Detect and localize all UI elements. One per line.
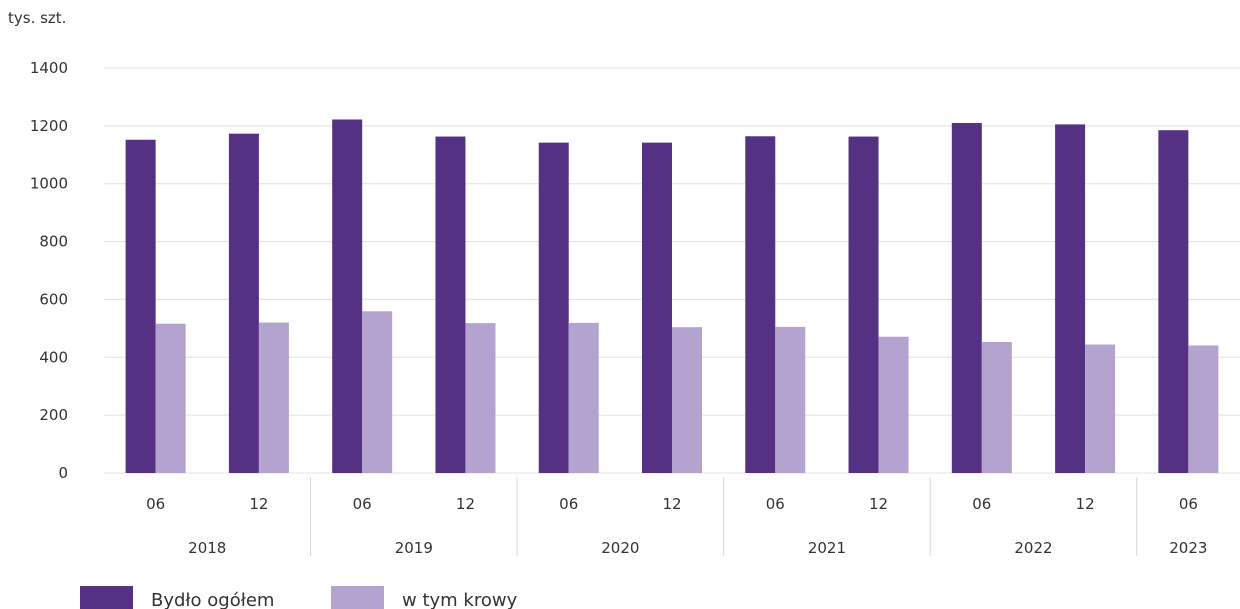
x-category-label: 12 [249, 495, 268, 513]
x-group-label: 2021 [808, 539, 846, 557]
bar-bydlo-ogolem [126, 140, 156, 473]
bar-bydlo-ogolem [745, 136, 775, 473]
y-axis-ticks: 0 200 400 600 800 1000 1200 1400 [30, 59, 68, 482]
x-group-label: 2020 [601, 539, 639, 557]
bar-w-tym-krowy [156, 324, 186, 473]
legend-label: w tym krowy [402, 590, 518, 609]
bar-bydlo-ogolem [1158, 130, 1188, 473]
bar-w-tym-krowy [465, 323, 495, 473]
x-category-label: 06 [146, 495, 165, 513]
bar-bydlo-ogolem [229, 134, 259, 473]
y-tick-label: 800 [39, 233, 68, 251]
legend-label: Bydło ogółem [151, 590, 274, 609]
bars [126, 119, 1219, 473]
x-category-label: 06 [766, 495, 785, 513]
x-category-label: 06 [559, 495, 578, 513]
y-axis-unit-label: tys. szt. [8, 9, 66, 27]
legend-swatch [331, 586, 384, 609]
bar-w-tym-krowy [879, 337, 909, 473]
bar-w-tym-krowy [672, 327, 702, 473]
bar-bydlo-ogolem [539, 143, 569, 473]
bar-w-tym-krowy [569, 323, 599, 473]
bar-bydlo-ogolem [952, 123, 982, 473]
y-tick-label: 0 [58, 464, 68, 482]
legend: Bydło ogółem w tym krowy [80, 586, 518, 609]
x-group-label: 2018 [188, 539, 226, 557]
bar-bydlo-ogolem [435, 137, 465, 473]
x-group-label: 2023 [1169, 539, 1207, 557]
bar-w-tym-krowy [362, 311, 392, 473]
x-category-label: 12 [456, 495, 475, 513]
x-category-label: 12 [869, 495, 888, 513]
x-category-label: 06 [1179, 495, 1198, 513]
x-category-label: 06 [972, 495, 991, 513]
x-category-label: 12 [662, 495, 681, 513]
y-tick-label: 200 [39, 406, 68, 424]
bar-bydlo-ogolem [849, 137, 879, 473]
x-axis: 06 12 06 12 06 12 06 12 06 12 06 2018 2019 2020 2021 20… [146, 477, 1207, 557]
y-tick-label: 1400 [30, 59, 68, 77]
y-tick-label: 1000 [30, 175, 68, 193]
bar-bydlo-ogolem [1055, 124, 1085, 473]
bar-w-tym-krowy [1188, 345, 1218, 473]
x-category-label: 06 [353, 495, 372, 513]
bar-w-tym-krowy [259, 323, 289, 473]
bar-bydlo-ogolem [332, 119, 362, 473]
y-tick-label: 400 [39, 348, 68, 366]
bar-w-tym-krowy [982, 342, 1012, 473]
y-tick-label: 600 [39, 290, 68, 308]
x-group-label: 2022 [1014, 539, 1052, 557]
y-tick-label: 1200 [30, 117, 68, 135]
legend-swatch [80, 586, 133, 609]
bar-bydlo-ogolem [642, 143, 672, 473]
x-group-label: 2019 [395, 539, 433, 557]
x-category-label: 12 [1076, 495, 1095, 513]
bar-w-tym-krowy [1085, 345, 1115, 473]
bar-w-tym-krowy [775, 327, 805, 473]
